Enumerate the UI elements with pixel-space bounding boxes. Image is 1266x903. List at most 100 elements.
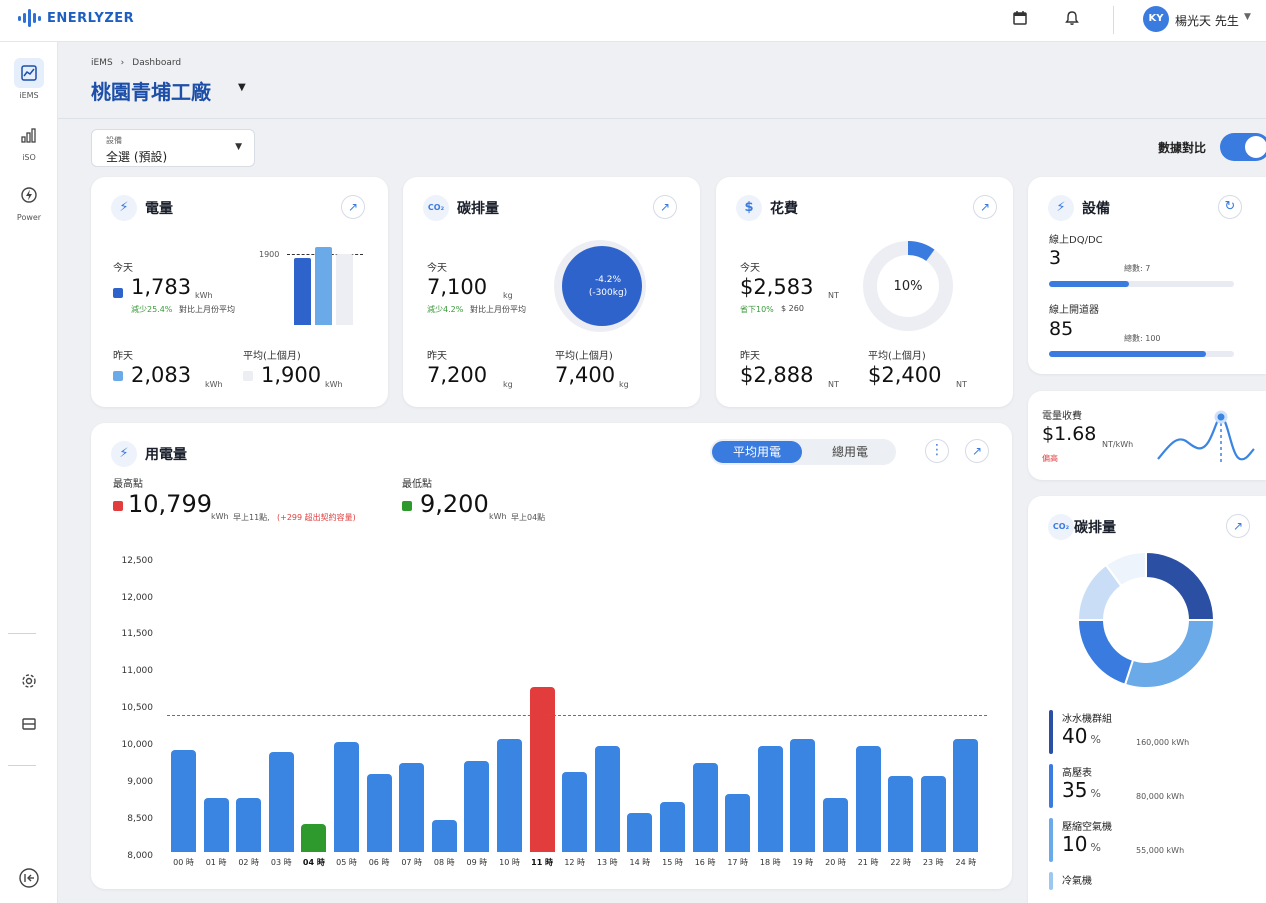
tab-total-usage[interactable]: 總用電 [831, 445, 868, 459]
arrow-up-right-icon: ↗ [971, 444, 983, 458]
carbon-card: CO₂ 碳排量 ↗ 今天 7,100 kg 減少4.2% 對比上月份平均 -4.… [403, 177, 700, 407]
legend-kwh: 80,000 kWh [1136, 792, 1185, 801]
collapse-sidebar-button[interactable] [0, 863, 58, 893]
avatar[interactable]: KY [1143, 6, 1169, 32]
chart-bar[interactable] [660, 801, 685, 852]
chart-bar[interactable] [366, 773, 392, 852]
x-tick-label: 14 時 [629, 858, 651, 867]
chart-bar[interactable] [171, 749, 196, 852]
breadcrumb-root[interactable]: iEMS [91, 58, 113, 68]
donut-slice[interactable] [1104, 550, 1147, 588]
chart-bar[interactable] [203, 797, 229, 852]
mini-bar-average [336, 254, 353, 325]
chart-bar[interactable] [399, 762, 425, 852]
chart-bar[interactable] [236, 797, 262, 852]
settings-button[interactable] [0, 666, 58, 696]
x-tick-label: 03 時 [270, 858, 292, 867]
open-detail-button[interactable]: ↗ [341, 195, 365, 219]
legend-swatch [1049, 818, 1053, 862]
chart-bar[interactable] [953, 738, 979, 852]
chart-bar[interactable] [529, 686, 555, 852]
y-tick-label: 10,000 [121, 740, 154, 750]
sidebar-divider [8, 765, 36, 766]
sidebar: iEMS iSO Power [0, 42, 58, 903]
chevron-down-icon[interactable]: ▼ [238, 82, 246, 93]
chart-bar[interactable] [692, 762, 718, 852]
x-tick-label: 18 時 [759, 858, 781, 867]
today-label: 今天 [427, 263, 447, 274]
chart-bar[interactable] [627, 812, 653, 852]
open-detail-button[interactable]: ↗ [965, 439, 989, 463]
page-title[interactable]: 桃園青埔工廠 [91, 80, 211, 104]
layout-button[interactable] [0, 709, 58, 739]
usage-mode-toggle: 平均用電 總用電 [710, 439, 896, 465]
chart-bar[interactable] [757, 746, 783, 852]
cost-savings-donut [863, 241, 953, 331]
chart-bar[interactable] [268, 751, 294, 852]
calendar-icon[interactable] [1010, 10, 1030, 30]
equipment-card: ⚡ 設備 ↻ 線上DQ/DC 3 總數: 7 線上開道器 85 總數: 100 [1028, 177, 1266, 374]
open-detail-button[interactable]: ↗ [1226, 514, 1250, 538]
chart-bar[interactable] [823, 797, 848, 852]
donut-slice[interactable] [1123, 619, 1216, 689]
rate-trend-sparkline [1157, 410, 1255, 463]
chevron-down-icon[interactable]: ▼ [1244, 12, 1251, 22]
x-tick-label: 09 時 [466, 858, 488, 867]
donut-label: 10% [893, 279, 923, 294]
compare-toggle[interactable] [1220, 133, 1266, 161]
legend-dot-today [113, 288, 123, 298]
chart-bar[interactable] [855, 746, 881, 852]
open-detail-button[interactable]: ↗ [973, 195, 997, 219]
legend-name: 高壓表 [1062, 768, 1092, 779]
open-detail-button[interactable]: ↗ [653, 195, 677, 219]
legend-percent: 10% [1062, 832, 1101, 856]
user-name[interactable]: 楊光天 先生 [1175, 14, 1239, 28]
electricity-card: ⚡ 電量 ↗ 今天 1,783 kWh 減少25.4% 對比上月份平均 1900… [91, 177, 388, 407]
x-tick-label: 15 時 [662, 858, 683, 867]
header-divider [58, 118, 1266, 119]
chart-bar[interactable] [431, 820, 457, 852]
x-tick-label: 01 時 [205, 858, 227, 867]
donut-slice[interactable] [1076, 619, 1135, 686]
sidebar-item-iems[interactable]: iEMS [0, 58, 58, 100]
carbon-breakdown-card: CO₂ 碳排量 ↗ [1028, 496, 1266, 903]
chart-bar[interactable] [790, 738, 816, 852]
chart-bar[interactable] [562, 771, 588, 852]
bell-icon[interactable] [1062, 10, 1082, 30]
chart-bar[interactable] [725, 794, 751, 852]
cost-savings-arc [863, 241, 953, 331]
y-tick-label: 12,000 [121, 593, 154, 603]
app-logo[interactable]: ENERLYZER [18, 8, 134, 28]
chart-bar[interactable] [594, 746, 620, 852]
average-unit: kg [619, 380, 629, 389]
legend-dot-average [243, 371, 253, 381]
chevron-right-icon: › [120, 58, 125, 68]
equipment-row2-total: 總數: 100 [1124, 334, 1161, 343]
chart-bar[interactable] [888, 775, 914, 852]
x-tick-label: 23 時 [922, 858, 944, 867]
device-select[interactable]: 設備 全選 (預設) ▼ [91, 129, 255, 167]
card-title: 碳排量 [1074, 520, 1116, 536]
sidebar-item-power[interactable]: Power [0, 180, 58, 222]
chart-bar[interactable] [464, 760, 490, 852]
chart-bar[interactable] [301, 823, 327, 852]
chart-bar[interactable] [497, 738, 522, 852]
y-tick-label: 11,000 [121, 666, 154, 676]
more-options-button[interactable]: ⋮ [925, 439, 949, 463]
sidebar-item-iso[interactable]: iSO [0, 120, 58, 162]
today-value: $2,583 [740, 275, 814, 299]
chart-bar[interactable] [920, 775, 946, 852]
chart-bar[interactable] [334, 742, 359, 852]
x-tick-label: 06 時 [368, 858, 390, 867]
today-change: 省下10% [740, 305, 774, 314]
x-tick-label: 02 時 [238, 858, 260, 867]
refresh-button[interactable]: ↻ [1218, 195, 1242, 219]
tab-average-usage[interactable]: 平均用電 [712, 441, 802, 463]
co2-icon: CO₂ [423, 195, 449, 221]
sidebar-item-label: iSO [22, 153, 36, 162]
average-unit: kWh [325, 380, 343, 389]
today-change-ref: 對比上月份平均 [179, 305, 235, 314]
sidebar-divider [8, 633, 36, 634]
donut-slice[interactable] [1145, 550, 1216, 621]
y-tick-label: 11,500 [121, 629, 154, 639]
